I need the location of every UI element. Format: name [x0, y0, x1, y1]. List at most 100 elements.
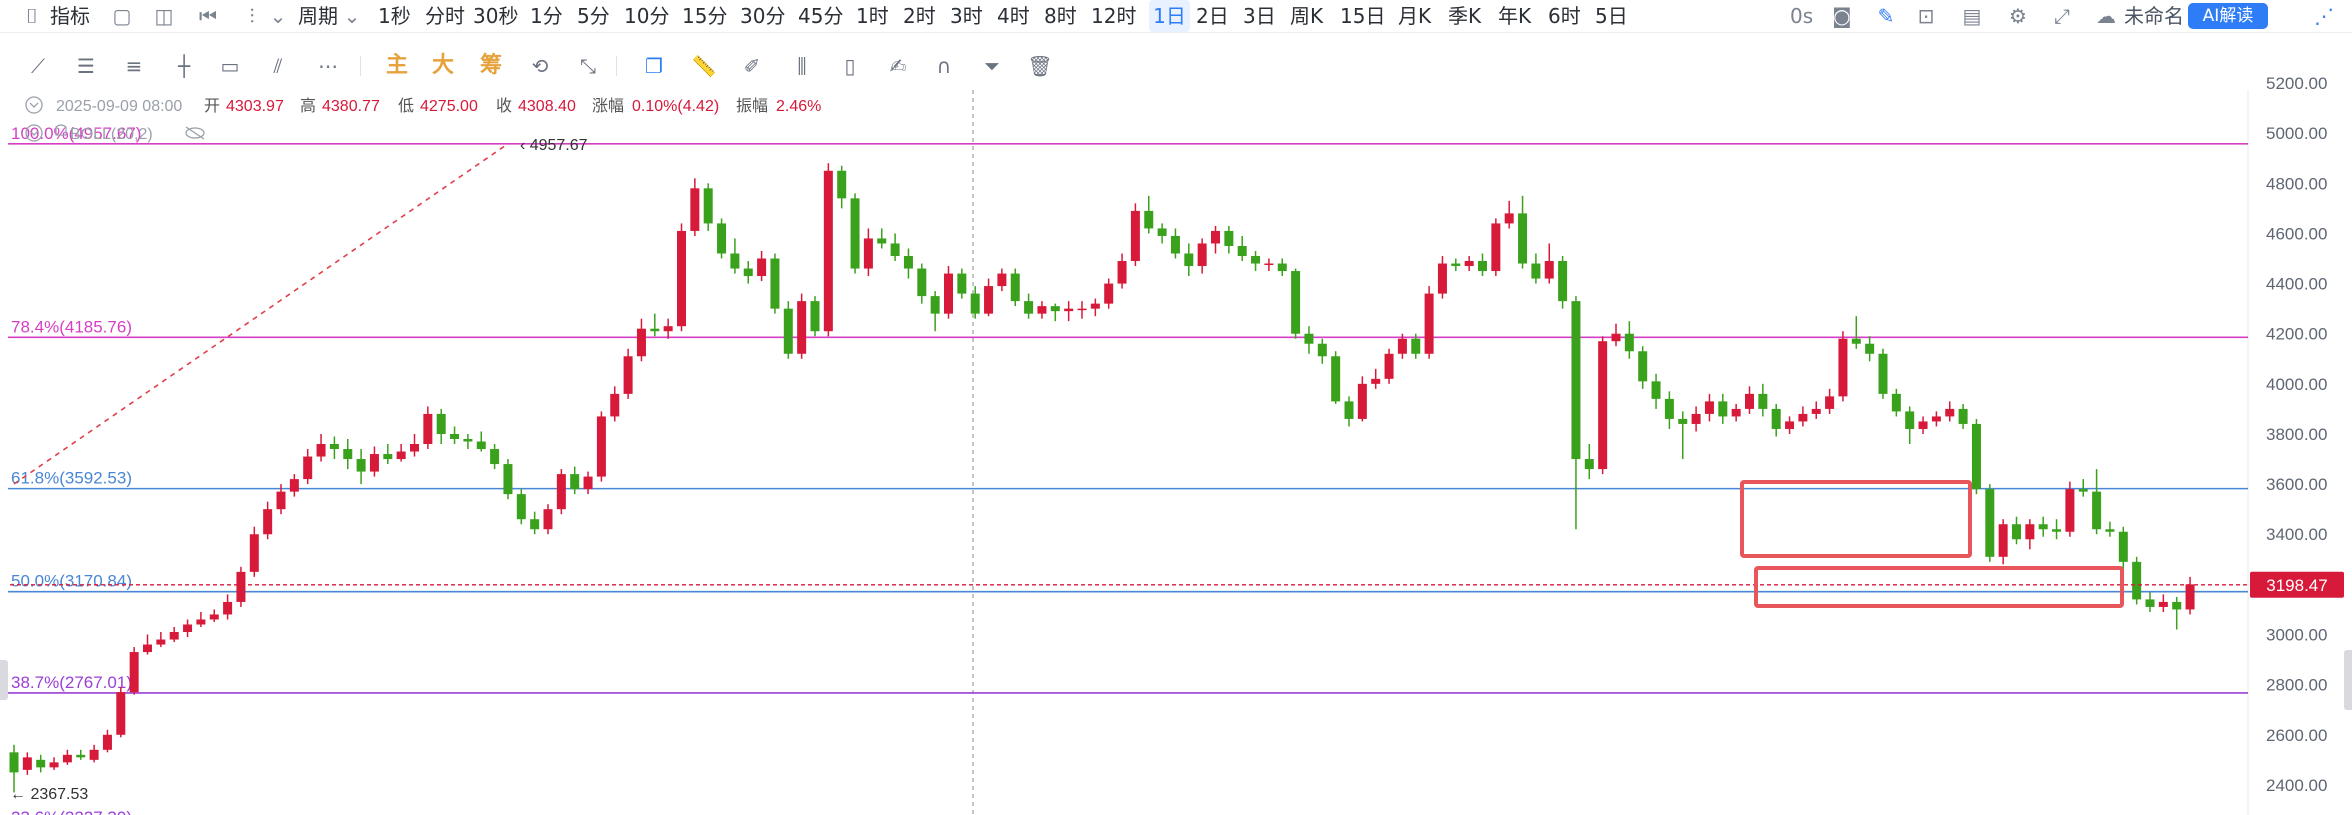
interval-4[interactable]: 5分: [577, 4, 610, 28]
candle-body: [1838, 338, 1848, 397]
interval-7[interactable]: 30分: [740, 4, 786, 28]
gear-icon[interactable]: ⚙: [2009, 4, 2027, 28]
low-label: 低: [398, 97, 414, 115]
y-tick-label: 2400.00: [2266, 776, 2327, 795]
trend-line-icon[interactable]: ⟋: [31, 54, 45, 78]
open-label: 开: [204, 98, 220, 115]
magnet-icon[interactable]: ∩: [936, 54, 952, 78]
fib-label: 61.8%(3592.53): [11, 469, 132, 488]
candle-body: [690, 188, 700, 231]
interval-9[interactable]: 1时: [856, 4, 889, 28]
trash-icon[interactable]: 🗑: [1027, 54, 1053, 78]
interval-13[interactable]: 8时: [1044, 4, 1077, 28]
candle-body: [436, 413, 446, 434]
chips-toggle[interactable]: 筹: [480, 53, 503, 78]
candle-body: [1531, 263, 1541, 279]
right-drawer-handle[interactable]: [2344, 650, 2352, 710]
left-drawer-handle[interactable]: [0, 660, 8, 700]
interval-5[interactable]: 10分: [624, 4, 670, 28]
interval-24[interactable]: 5日: [1595, 4, 1628, 28]
candle-body: [1344, 401, 1354, 419]
candle-body: [703, 188, 713, 224]
interval-6[interactable]: 15分: [682, 4, 728, 28]
candle-body: [1931, 416, 1941, 422]
interval-19[interactable]: 15日: [1340, 4, 1386, 28]
candle-body: [570, 474, 580, 490]
copy-icon[interactable]: ❐: [645, 54, 663, 78]
horizontal-line-icon[interactable]: ┼: [177, 54, 191, 78]
interval-23[interactable]: 6时: [1548, 4, 1581, 28]
interval-10[interactable]: 2时: [903, 4, 936, 28]
parallel-channel-icon[interactable]: ☰: [77, 54, 95, 78]
calendar-icon[interactable]: ▢: [112, 4, 132, 28]
interval-8[interactable]: 45分: [798, 4, 844, 28]
rectangle-icon[interactable]: ▭: [220, 54, 240, 78]
candle-body: [1758, 393, 1768, 409]
interval-16[interactable]: 2日: [1196, 4, 1229, 28]
chart-type-icon[interactable]: ⫶: [249, 4, 255, 28]
pen-icon[interactable]: ✎: [1877, 4, 1895, 28]
fullscreen-icon[interactable]: ⤢: [2054, 4, 2070, 28]
candle-body: [1504, 213, 1514, 224]
candle-body: [410, 444, 419, 452]
interval-14[interactable]: 12时: [1091, 4, 1137, 28]
ruler-icon[interactable]: 📏: [691, 54, 717, 78]
interval-22[interactable]: 年K: [1498, 4, 1532, 28]
replay-icon[interactable]: ⟲: [531, 54, 549, 78]
candle-body: [1771, 408, 1781, 429]
more-icon[interactable]: ⋯: [318, 54, 338, 78]
cloud-icon[interactable]: ☁: [2096, 4, 2116, 28]
interval-2[interactable]: 30秒: [473, 4, 519, 28]
chevron-down-icon[interactable]: ⌄: [343, 4, 361, 28]
candle-body: [1317, 343, 1327, 357]
main-indicator-toggle[interactable]: 主: [386, 53, 409, 78]
candle-body: [1090, 303, 1100, 309]
filter-icon[interactable]: ⏷: [984, 54, 1000, 78]
candle-body: [503, 464, 513, 495]
interval-11[interactable]: 3时: [950, 4, 983, 28]
interval-0[interactable]: 1秒: [378, 4, 411, 28]
period-dropdown[interactable]: 周期: [298, 4, 338, 28]
candle-body: [1411, 338, 1421, 354]
indicator-icon[interactable]: ⌷: [26, 4, 38, 28]
interval-21[interactable]: 季K: [1448, 4, 1482, 28]
pattern-icon[interactable]: ⫽: [273, 54, 283, 78]
interval-1[interactable]: 分时: [425, 4, 465, 28]
interval-20[interactable]: 月K: [1398, 4, 1432, 28]
candles-icon[interactable]: ⫼: [797, 54, 807, 78]
brush-icon[interactable]: ✐: [743, 54, 761, 78]
clipboard-icon[interactable]: ▯: [844, 54, 856, 78]
camera-icon[interactable]: ◙: [1832, 4, 1852, 28]
candle-body: [2105, 529, 2115, 532]
candle-body: [183, 624, 193, 633]
note-icon[interactable]: ✍: [889, 54, 907, 78]
share-icon[interactable]: ⋰: [2314, 4, 2334, 28]
interval-12[interactable]: 4时: [997, 4, 1030, 28]
chevron-down-icon: [29, 102, 39, 108]
candle-body: [196, 619, 206, 625]
indicator-button[interactable]: 指标: [50, 4, 90, 28]
save-layout-icon[interactable]: ▤: [1962, 4, 1982, 28]
layout-icon[interactable]: ◫: [154, 4, 174, 28]
amplitude-label: 振幅: [736, 97, 768, 115]
fib-retracement-icon[interactable]: ≡: [125, 54, 143, 78]
fib-label: 50.0%(3170.84): [11, 572, 132, 591]
big-order-toggle[interactable]: 大: [432, 53, 455, 78]
workspace-name[interactable]: 未命名: [2124, 4, 2184, 28]
candle-body: [476, 441, 486, 450]
candle-body: [1451, 263, 1461, 267]
interval-17[interactable]: 3日: [1243, 4, 1276, 28]
y-axis: 2400.002600.002800.003000.003200.003400.…: [2266, 74, 2327, 795]
candle-body: [1424, 293, 1434, 354]
chevron-down-icon[interactable]: ⌄: [269, 4, 287, 28]
rewind-icon[interactable]: ⏮: [199, 4, 217, 28]
compare-icon[interactable]: ⤡: [580, 54, 596, 78]
candle-body: [249, 534, 259, 572]
ai-analysis-button[interactable]: AI解读: [2188, 3, 2268, 29]
candle-body: [1678, 418, 1688, 424]
interval-18[interactable]: 周K: [1290, 4, 1324, 28]
interval-3[interactable]: 1分: [530, 4, 563, 28]
interval-15[interactable]: 1日: [1149, 0, 1190, 32]
add-window-icon[interactable]: ⊡: [1917, 4, 1935, 28]
